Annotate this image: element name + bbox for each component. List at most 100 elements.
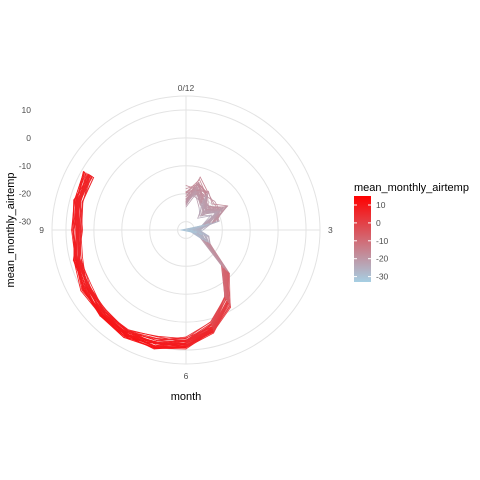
x-axis-title: month xyxy=(171,391,202,403)
series-19-segment-7 xyxy=(207,235,211,245)
series-26-segment-1 xyxy=(199,179,207,196)
series-15-segment-16 xyxy=(79,258,92,286)
series-21-segment-0 xyxy=(185,193,196,208)
temp-tick--30: -30 xyxy=(19,217,32,227)
series-25-segment-4 xyxy=(208,211,219,225)
series-29-segment-7 xyxy=(196,232,208,243)
series-24-segment-1 xyxy=(196,188,202,205)
temp-tick-0: 0 xyxy=(26,133,31,143)
y-axis-title: mean_monthly_airtemp xyxy=(5,173,17,288)
legend-tick--30: -30 xyxy=(376,272,389,282)
series-27-segment-13 xyxy=(125,333,156,348)
series-28-segment-18 xyxy=(74,199,80,231)
series-28-segment-16 xyxy=(77,258,84,290)
series-25-segment-6 xyxy=(182,229,203,235)
series-24-segment-14 xyxy=(103,311,128,333)
series-25-segment-19 xyxy=(82,175,92,203)
series-29-segment-8 xyxy=(206,241,228,272)
series-26-segment-6 xyxy=(196,229,209,237)
series-29-segment-4 xyxy=(211,206,227,224)
series-25-segment-1 xyxy=(197,184,207,196)
series-29-segment-17 xyxy=(71,229,76,261)
series-26-segment-10 xyxy=(212,302,229,333)
temp-tick-10: 10 xyxy=(22,105,32,115)
legend-colorbar xyxy=(354,196,371,282)
series-21-segment-4 xyxy=(201,215,211,227)
series-25-segment-18 xyxy=(78,201,84,231)
series-25-segment-9 xyxy=(221,265,226,299)
series-28-segment-12 xyxy=(155,342,187,347)
series-27-segment-16 xyxy=(76,258,84,291)
color-legend: mean_monthly_airtemp 10 0 -10 -20 -30 xyxy=(354,182,469,282)
series-13-segment-7 xyxy=(203,234,210,244)
series-24-segment-4 xyxy=(205,211,218,226)
series-29-segment-19 xyxy=(74,171,85,201)
series-19-segment-4 xyxy=(208,210,220,225)
month-tick-labels: 0/12 3 6 9 xyxy=(39,83,333,381)
series-29-segment-11 xyxy=(185,332,215,348)
series-21-segment-2 xyxy=(197,194,207,219)
series-17-segment-17 xyxy=(80,229,83,259)
series-29-segment-15 xyxy=(81,289,103,315)
series-28-segment-10 xyxy=(211,298,227,328)
month-tick-0: 0/12 xyxy=(178,83,195,93)
series-19-segment-14 xyxy=(99,315,125,338)
series-21-segment-13 xyxy=(127,330,158,337)
series-25-segment-8 xyxy=(203,239,223,267)
series-24-segment-19 xyxy=(79,174,90,202)
series-11-segment-9 xyxy=(228,272,231,307)
series-23-segment-2 xyxy=(206,192,209,208)
month-tick-9: 9 xyxy=(39,225,44,235)
series-29-segment-2 xyxy=(201,201,210,207)
series-29-segment-5 xyxy=(202,222,213,231)
series-28-segment-19 xyxy=(74,175,92,201)
series-21-segment-12 xyxy=(157,335,187,340)
polar-grid xyxy=(51,95,321,365)
series-11-segment-12 xyxy=(153,347,187,350)
series-25-segment-14 xyxy=(105,309,128,332)
series-28-segment-1 xyxy=(198,181,204,201)
month-tick-3: 3 xyxy=(328,225,333,235)
series-15-segment-18 xyxy=(81,201,84,231)
series-22-segment-11 xyxy=(185,330,214,345)
series-24-segment-11 xyxy=(185,326,213,341)
temp-tick--20: -20 xyxy=(19,189,32,199)
legend-tick--20: -20 xyxy=(376,254,389,264)
series-25-segment-12 xyxy=(156,336,187,341)
series-29-segment-14 xyxy=(101,313,125,338)
series-25-segment-11 xyxy=(185,321,212,338)
series-27-segment-7 xyxy=(204,234,208,243)
series-23-segment-15 xyxy=(86,286,103,314)
month-tick-6: 6 xyxy=(184,371,189,381)
series-27-segment-3 xyxy=(211,203,229,207)
temperature-tick-labels: 10 0 -10 -20 -30 xyxy=(19,105,32,227)
series-27-segment-1 xyxy=(196,190,209,192)
series-24-segment-7 xyxy=(193,231,205,242)
series-25-segment-15 xyxy=(86,286,107,311)
legend-tick-0: 0 xyxy=(376,218,381,228)
series-25-segment-10 xyxy=(210,297,226,323)
series-28-segment-11 xyxy=(185,326,213,347)
series-26-segment-2 xyxy=(205,194,207,211)
series-29-segment-18 xyxy=(71,199,75,231)
legend-tick--10: -10 xyxy=(376,236,389,246)
series-29-segment-0 xyxy=(185,184,199,203)
series-29-segment-13 xyxy=(123,337,155,349)
legend-tick-10: 10 xyxy=(376,200,386,210)
series-27-segment-6 xyxy=(195,229,206,236)
series-27-segment-11 xyxy=(185,328,213,349)
series-28-segment-0 xyxy=(185,181,200,197)
series-22-segment-0 xyxy=(185,190,197,205)
legend-tick-labels: 10 0 -10 -20 -30 xyxy=(354,200,389,282)
series-27-segment-5 xyxy=(195,222,213,231)
temperature-series xyxy=(71,171,232,350)
series-21-segment-3 xyxy=(197,215,211,219)
series-25-segment-16 xyxy=(78,258,88,288)
series-28-segment-8 xyxy=(205,240,227,271)
series-29-segment-3 xyxy=(209,206,227,208)
legend-title: mean_monthly_airtemp xyxy=(354,182,469,194)
series-26-segment-8 xyxy=(204,240,225,269)
series-28-segment-17 xyxy=(77,229,80,260)
series-29-segment-10 xyxy=(213,302,229,334)
